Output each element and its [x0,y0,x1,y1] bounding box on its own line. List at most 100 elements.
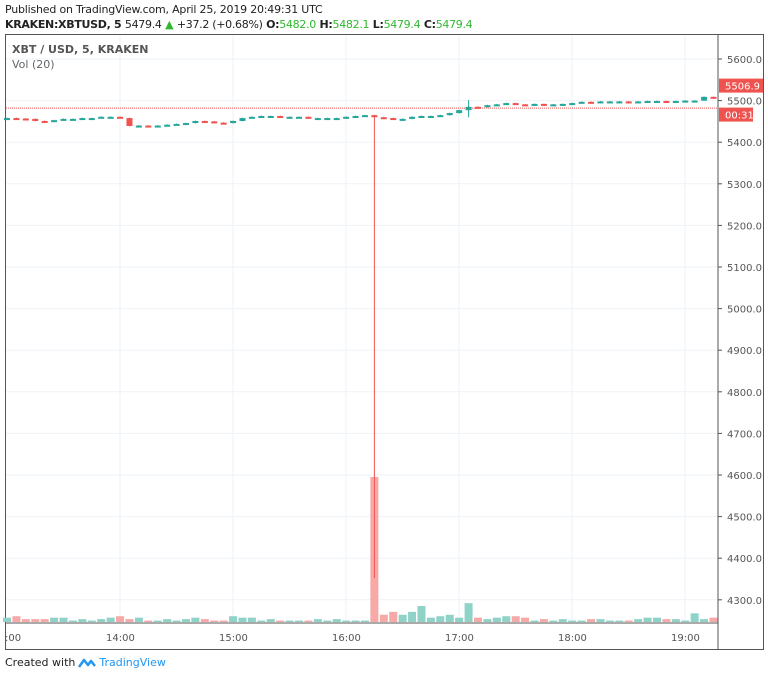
created-with: Created with [5,656,76,669]
candle-body [653,101,660,104]
footer: Created with TradingView [5,656,166,669]
volume-bar [558,619,567,622]
volume-bar [643,617,652,622]
volume-bar [163,619,172,622]
volume-bar [577,620,586,622]
candle-body [32,118,39,121]
volume-bar [398,614,407,622]
volume-bar [191,617,200,622]
time-tick-label: 14:00 [106,633,135,644]
candle-body [230,120,237,124]
volume-bar [615,620,624,622]
current-price-label: 5506.9 [725,82,760,93]
candle-body [493,104,500,107]
candle-body [333,118,340,121]
volume-bar [78,619,87,622]
volume-bar [40,619,49,622]
volume-bar [549,620,558,622]
candle-body [211,121,218,124]
current-price-badge [719,78,763,93]
candle-body [173,123,180,126]
candle-body [182,123,189,126]
volume-bar [229,616,238,622]
volume-bar [31,619,40,622]
volume-bar [417,606,426,622]
volume-bar [266,619,275,622]
volume-bar [605,620,614,622]
candle-body [145,125,152,128]
volume-bar [116,616,125,622]
candle-body [644,101,651,104]
candle-body [531,103,538,106]
volume-bar [511,616,520,622]
price-change: +37.2 (+0.68%) [176,18,263,31]
volume-bar [464,603,473,622]
volume-bar [351,620,360,622]
volume-bar [360,620,369,622]
candle-body [69,118,76,121]
price-tick-label: 5500.0 [727,97,762,108]
candle-body [588,101,595,104]
volume-bar [285,620,294,622]
volume-bar [50,617,59,622]
candle-body [248,116,255,119]
volume-bar [12,616,21,622]
candle-body [286,116,293,119]
price-tick-label: 5000.0 [727,305,762,316]
volume-bar [521,617,530,622]
candle-body [512,103,519,106]
volume-bar [624,620,633,622]
volume-bar [652,617,661,622]
volume-bar [709,617,718,622]
price-tick-label: 4900.0 [727,346,762,357]
candle-body [380,117,387,120]
candle-body [305,116,312,119]
open-label: O: [266,18,280,31]
volume-bar [671,619,680,622]
volume-bar [238,617,247,622]
volume-bar [379,614,388,622]
candle-body [437,115,444,118]
volume-bar [530,620,539,622]
volume-bar [474,617,482,622]
candle-body [79,118,86,121]
tradingview-link[interactable]: TradingView [99,656,166,669]
candle-body [352,115,359,118]
symbol-legend: KRAKEN:XBTUSD, 5 5479.4 ▲ +37.2 (+0.68%)… [5,18,473,31]
close-label: C: [423,18,436,31]
volume-bar [219,620,228,622]
low-label: L: [372,18,384,31]
candle-body [88,118,95,121]
volume-bar [59,617,68,622]
candle-body [710,96,717,99]
time-tick-label: 17:00 [445,633,474,644]
volume-bar [295,620,304,622]
candle-body [192,120,199,124]
volume-bar [408,611,417,622]
price-tick-label: 4500.0 [727,513,762,524]
candle-body [41,120,48,123]
volume-bar [172,620,181,622]
candle-body [51,120,58,123]
volume-bar [144,620,153,622]
candle-body [701,96,708,101]
close-value: 5479.4 [435,18,473,31]
volume-bar [681,620,690,622]
volume-bar [304,620,313,622]
open-value: 5482.0 [279,18,316,31]
candle-body [296,116,303,119]
volume-bar [690,613,699,622]
price-tick-label: 5300.0 [727,180,762,191]
volume-bar [426,617,435,622]
candle-body [616,101,623,104]
candle-body [446,113,453,116]
candle-body [569,103,576,106]
price-tick-label: 4600.0 [727,471,762,482]
candle-body [399,118,406,121]
candle-body [503,103,510,106]
symbol-name: KRAKEN:XBTUSD, 5 [5,18,122,31]
candle-body [522,104,529,107]
volume-bar [181,619,190,622]
high-label: H: [319,18,333,31]
